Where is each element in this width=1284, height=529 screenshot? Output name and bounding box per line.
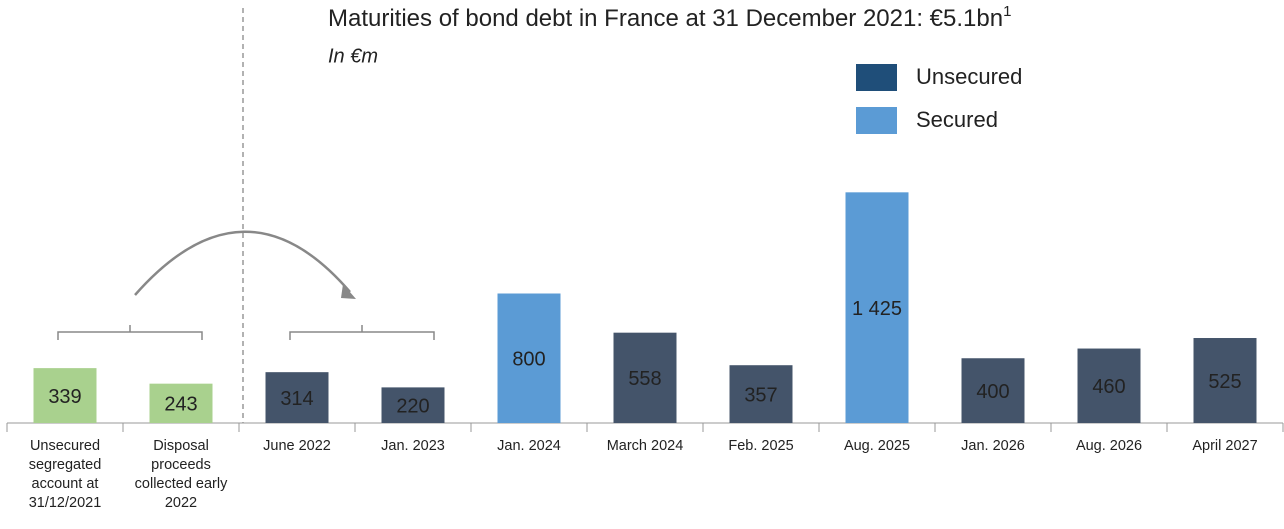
value-label: 339 [48, 386, 81, 408]
value-label: 558 [628, 368, 661, 390]
x-tick-label: Disposal proceeds collected early 2022 [134, 438, 228, 511]
legend-swatch [856, 107, 897, 134]
value-label: 243 [164, 394, 197, 416]
bar [1077, 348, 1141, 423]
bar [381, 387, 445, 423]
value-label: 460 [1092, 376, 1125, 398]
x-tick-label: Jan. 2026 [961, 438, 1025, 454]
x-tick-label: Aug. 2026 [1075, 438, 1143, 454]
bar [1193, 338, 1257, 423]
chart-title: Maturities of bond debt in France at 31 … [328, 3, 1011, 32]
value-label: 525 [1208, 371, 1241, 393]
title-text: Maturities of bond debt in France at 31 … [328, 5, 1003, 32]
bar [961, 358, 1025, 423]
x-tick-label: Jan. 2023 [381, 438, 445, 454]
x-tick-label: Jan. 2024 [497, 438, 561, 454]
subtitle: In €m [328, 45, 378, 67]
bar [149, 383, 213, 423]
value-label: 314 [280, 388, 313, 410]
value-label: 800 [512, 349, 545, 371]
x-tick-label: June 2022 [263, 438, 331, 454]
bar [497, 293, 561, 423]
value-label: 400 [976, 381, 1009, 403]
x-tick-label: Feb. 2025 [728, 438, 794, 454]
legend-label: Secured [916, 107, 998, 132]
value-label: 220 [396, 395, 429, 417]
value-label: 1 425 [852, 298, 902, 320]
bracket [289, 325, 435, 340]
x-tick-label: April 2027 [1192, 438, 1258, 454]
arrow [134, 230, 351, 296]
x-tick-label: March 2024 [606, 438, 684, 454]
bar [729, 365, 793, 423]
legend-swatch [856, 64, 897, 91]
bar [613, 332, 677, 423]
bar [845, 192, 909, 423]
bar [265, 372, 329, 423]
arrow-head [341, 284, 356, 299]
x-tick-label: Unsecured segregated account at 31/12/20… [28, 438, 102, 511]
value-label: 357 [744, 384, 777, 406]
x-tick-label: Aug. 2025 [843, 438, 911, 454]
bracket [57, 325, 203, 340]
bar [33, 368, 97, 423]
title-note: 1 [1003, 3, 1011, 20]
legend-label: Unsecured [916, 64, 1022, 89]
